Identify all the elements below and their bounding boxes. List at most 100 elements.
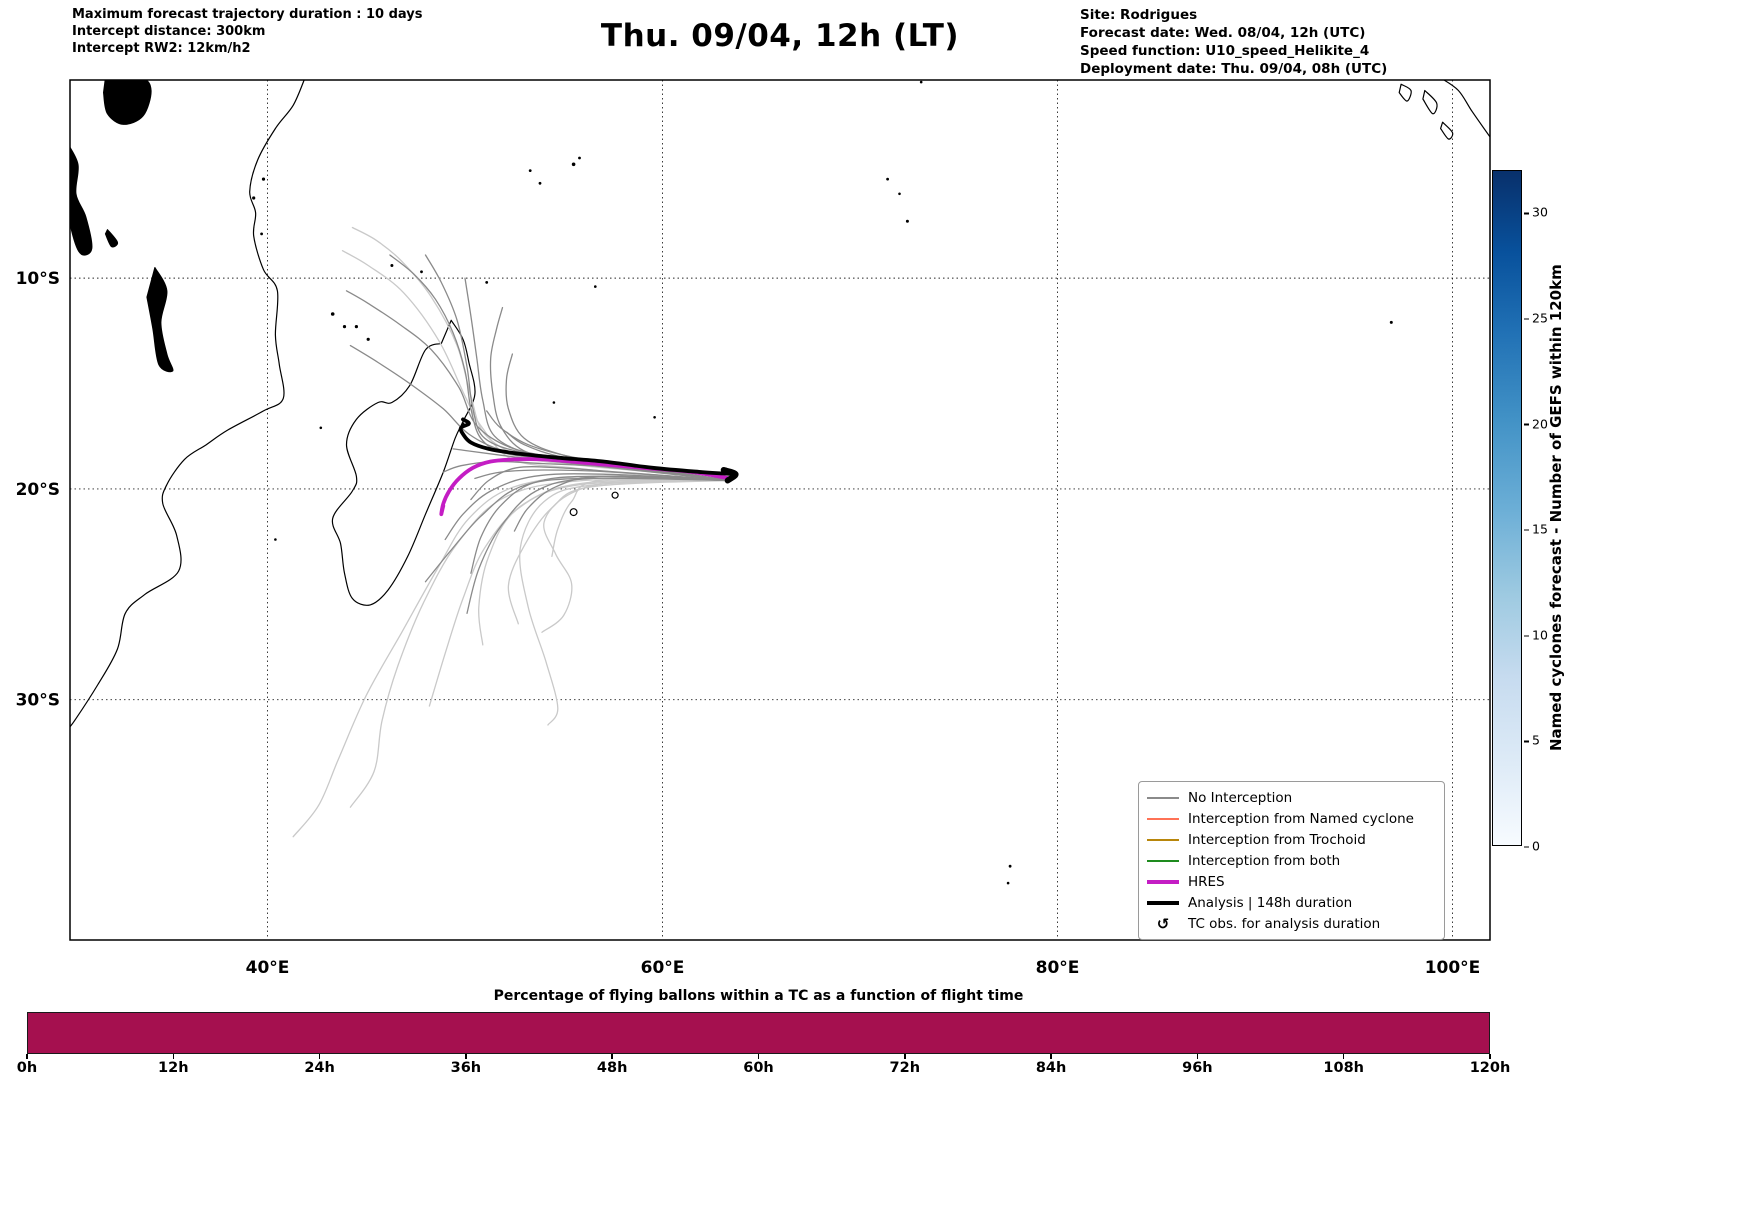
island-marker <box>354 325 358 329</box>
ensemble-trajectory <box>519 479 731 726</box>
time-axis-tick <box>26 1054 28 1059</box>
lake-rukwa-coastline <box>104 229 119 248</box>
legend-item: Analysis | 148h duration <box>1147 892 1436 913</box>
x-axis-tick-label: 40°E <box>246 958 290 978</box>
time-axis-tick <box>318 1054 321 1059</box>
legend-line-sample <box>1147 859 1179 862</box>
legend-item-label: Interception from both <box>1188 852 1341 869</box>
colorbar-gradient <box>1493 171 1521 845</box>
legend-item-label: Interception from Named cyclone <box>1188 810 1414 827</box>
map-frame <box>69 79 1491 941</box>
island-marker <box>653 416 656 419</box>
header-right-info: Site: Rodrigues Forecast date: Wed. 08/0… <box>1080 6 1387 78</box>
time-axis-tick-label: 84h <box>1035 1060 1067 1076</box>
lake-victoria-coastline <box>103 80 152 125</box>
analysis-trajectory <box>458 417 738 477</box>
madagascar-coastline <box>331 319 476 606</box>
legend-item: HRES <box>1147 871 1436 892</box>
colorbar-tick-label: 30 <box>1524 205 1570 220</box>
time-axis-tick <box>904 1054 906 1059</box>
colorbar-tick-value: 5 <box>1532 732 1540 748</box>
legend-item: Interception from both <box>1147 850 1436 871</box>
island-marker <box>252 196 256 200</box>
colorbar-tick-value: 25 <box>1532 310 1548 326</box>
ensemble-trajectory <box>292 475 731 838</box>
legend-line-sample <box>1147 879 1179 884</box>
trajectory-map-canvas: 40°E 60°E 80°E 100°E 10°S 20°S 30°S <box>16 79 1491 978</box>
island-marker <box>919 80 923 84</box>
pagai-island-coastline <box>1440 121 1454 140</box>
colorbar-tick-value: 15 <box>1532 521 1548 537</box>
island-marker <box>342 325 347 329</box>
legend-item-label: Interception from Trochoid <box>1188 831 1366 848</box>
colorbar-tick-value: 20 <box>1532 416 1548 431</box>
legend-line-sample <box>1147 838 1179 841</box>
header-left-info: Maximum forecast trajectory duration : 1… <box>72 6 423 57</box>
legend-item-label: No Interception <box>1188 789 1293 806</box>
colorbar-tick-value: 0 <box>1532 838 1540 854</box>
ensemble-trajectory <box>466 477 731 614</box>
ensemble-trajectory <box>351 226 731 482</box>
time-axis-tick <box>1196 1054 1199 1059</box>
x-axis-tick-label: 60°E <box>641 958 685 978</box>
colorbar <box>1492 170 1522 846</box>
colorbar-tick-label: 0 <box>1524 839 1570 854</box>
ensemble-trajectory <box>513 475 731 532</box>
ensemble-trajectory <box>507 479 731 625</box>
tc-obs-rotation-icon: ↺ <box>1156 914 1170 933</box>
forecast-date-text: Forecast date: Wed. 08/04, 12h (UTC) <box>1080 25 1366 41</box>
island-marker <box>594 285 597 288</box>
island-marker <box>390 264 394 267</box>
legend-line-sample <box>1147 796 1179 799</box>
colorbar-tick-label: 10 <box>1524 627 1570 642</box>
ensemble-trajectory <box>345 290 731 482</box>
island-marker <box>366 337 370 341</box>
ensemble-trajectory <box>424 254 731 482</box>
colorbar-tick-label: 5 <box>1524 733 1570 748</box>
speed-function-text: Speed function: U10_speed_Helikite_4 <box>1080 43 1370 59</box>
max-trajectory-duration-text: Maximum forecast trajectory duration : 1… <box>72 7 423 22</box>
island-marker <box>1389 320 1393 324</box>
ensemble-trajectory <box>478 479 731 646</box>
y-axis-tick-label: 10°S <box>16 269 60 289</box>
time-axis-tick <box>757 1054 760 1059</box>
hres-trajectory <box>439 457 732 517</box>
time-axis-tick-label: 48h <box>596 1060 628 1076</box>
island-marker <box>552 401 556 404</box>
time-axis-tick-label: 72h <box>889 1060 921 1076</box>
time-axis-tick <box>1489 1054 1491 1059</box>
ensemble-trajectory <box>349 478 731 808</box>
time-axis-tick <box>1050 1054 1052 1059</box>
legend-item: No Interception <box>1147 787 1436 808</box>
time-axis-tick <box>172 1054 175 1059</box>
time-axis-tick-label: 36h <box>450 1060 482 1076</box>
ensemble-trajectory <box>470 475 731 574</box>
ensemble-trajectory <box>470 466 731 501</box>
time-axis-tick-label: 120h <box>1469 1060 1511 1076</box>
ensemble-trajectory <box>444 473 731 541</box>
lake-tanganyika-coastline <box>70 146 93 256</box>
site-text: Site: Rodrigues <box>1080 7 1198 23</box>
deployment-date-text: Deployment date: Thu. 09/04, 08h (UTC) <box>1080 61 1388 77</box>
flight-time-bar <box>27 1012 1490 1054</box>
island-marker <box>1008 864 1012 868</box>
legend-line-sample <box>1147 900 1179 905</box>
island-marker <box>905 219 909 223</box>
y-axis-tick-label: 30°S <box>16 691 60 711</box>
ensemble-trajectory <box>428 479 731 707</box>
colorbar-label: Named cyclones forecast - Number of GEFS… <box>1547 264 1565 752</box>
time-axis-tick <box>611 1054 613 1059</box>
legend-item-label: TC obs. for analysis duration <box>1188 915 1381 932</box>
sumatra-coast-coastline <box>1442 80 1490 138</box>
legend-item: Interception from Trochoid <box>1147 829 1436 850</box>
lake-malawi-coastline <box>146 267 174 373</box>
legend-item-label: Analysis | 148h duration <box>1188 894 1353 911</box>
island-marker <box>274 538 277 541</box>
x-axis-tick-label: 80°E <box>1036 958 1080 978</box>
siberut-island-coastline <box>1422 89 1438 115</box>
island-marker <box>898 192 901 196</box>
time-axis-tick-label: 24h <box>304 1060 335 1076</box>
intercept-rw2-text: Intercept RW2: 12km/h2 <box>72 41 251 56</box>
time-axis-tick <box>465 1054 467 1059</box>
